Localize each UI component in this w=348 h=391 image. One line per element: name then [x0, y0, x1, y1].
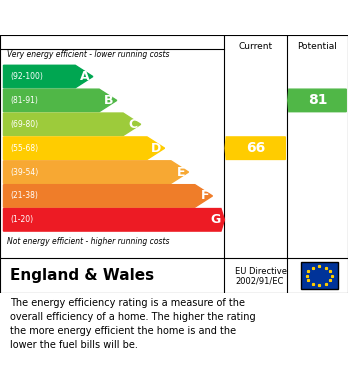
Polygon shape [3, 113, 141, 136]
FancyBboxPatch shape [301, 262, 338, 289]
Text: 66: 66 [246, 141, 266, 155]
Text: EU Directive: EU Directive [235, 267, 287, 276]
Text: 2002/91/EC: 2002/91/EC [235, 276, 283, 285]
Polygon shape [3, 208, 224, 231]
Text: (55-68): (55-68) [10, 143, 39, 152]
Text: Not energy efficient - higher running costs: Not energy efficient - higher running co… [7, 237, 169, 246]
Polygon shape [3, 89, 117, 112]
Text: The energy efficiency rating is a measure of the
overall efficiency of a home. T: The energy efficiency rating is a measur… [10, 298, 256, 350]
Text: C: C [128, 118, 137, 131]
Polygon shape [3, 65, 93, 88]
Text: (69-80): (69-80) [10, 120, 39, 129]
Text: 81: 81 [308, 93, 327, 108]
Text: (81-91): (81-91) [10, 96, 38, 105]
Text: E: E [176, 165, 185, 179]
Polygon shape [3, 137, 165, 160]
Text: Very energy efficient - lower running costs: Very energy efficient - lower running co… [7, 50, 169, 59]
Text: F: F [200, 190, 209, 203]
Polygon shape [225, 137, 285, 160]
Text: G: G [211, 213, 221, 226]
Text: Current: Current [239, 42, 273, 51]
Text: (1-20): (1-20) [10, 215, 33, 224]
Polygon shape [3, 161, 189, 183]
Text: Energy Efficiency Rating: Energy Efficiency Rating [10, 10, 220, 25]
Polygon shape [3, 185, 213, 207]
Text: D: D [151, 142, 161, 155]
Text: A: A [80, 70, 89, 83]
Text: B: B [104, 94, 113, 107]
Text: Potential: Potential [298, 42, 338, 51]
Text: (39-54): (39-54) [10, 168, 39, 177]
Text: (92-100): (92-100) [10, 72, 43, 81]
Text: (21-38): (21-38) [10, 192, 38, 201]
Text: England & Wales: England & Wales [10, 268, 155, 283]
Polygon shape [288, 89, 346, 112]
